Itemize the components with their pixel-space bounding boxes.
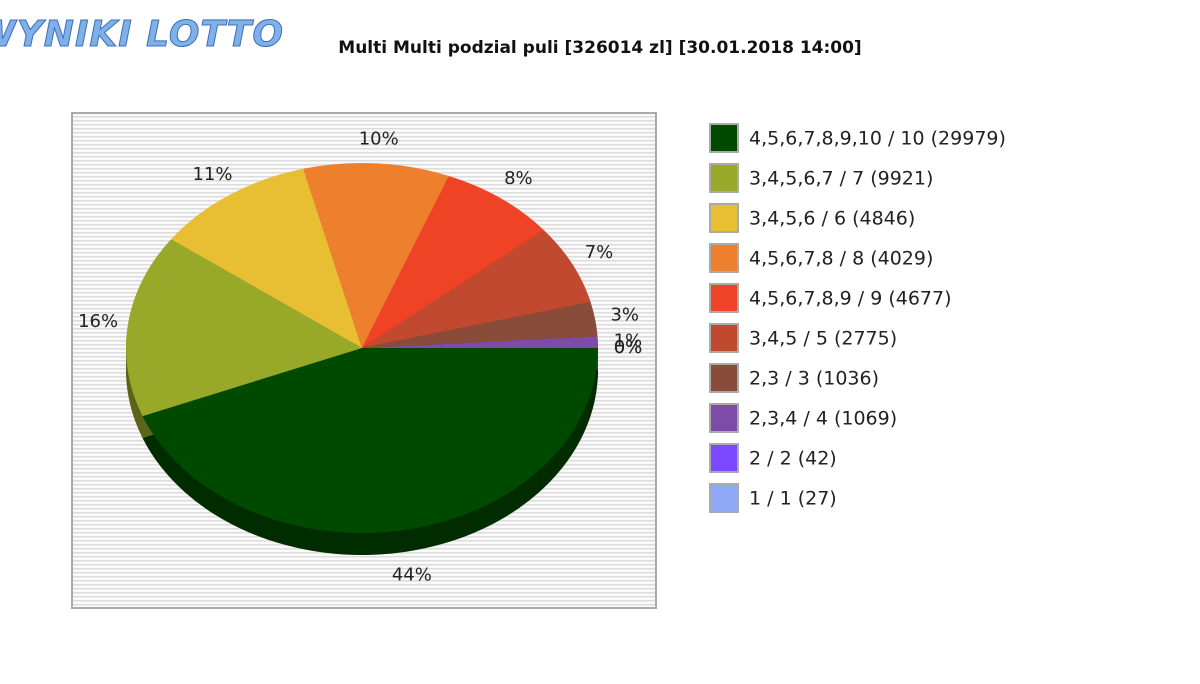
- legend-swatch: [709, 163, 739, 193]
- slice: [303, 163, 449, 348]
- legend-swatch: [709, 243, 739, 273]
- legend-swatch: [709, 123, 739, 153]
- legend-swatch: [709, 363, 739, 393]
- legend-label: 3,4,5 / 5 (2775): [749, 328, 897, 350]
- slice: [126, 239, 363, 417]
- legend-label: 2,3 / 3 (1036): [749, 368, 879, 390]
- slice: [362, 301, 598, 348]
- slice: [362, 230, 591, 348]
- legend-swatch: [709, 443, 739, 473]
- slice: [362, 175, 544, 348]
- legend-label: 3,4,5,6,7 / 7 (9921): [749, 168, 933, 190]
- slice: [171, 168, 362, 348]
- slice-label: 1%: [614, 330, 643, 351]
- legend-label: 4,5,6,7,8 / 8 (4029): [749, 248, 933, 270]
- legend-swatch: [709, 403, 739, 433]
- slice-label: 11%: [192, 164, 232, 185]
- slice-label: 7%: [585, 242, 614, 263]
- legend-label: 4,5,6,7,8,9,10 / 10 (29979): [749, 128, 1006, 150]
- legend-swatch: [709, 203, 739, 233]
- slice-label: 8%: [504, 168, 533, 189]
- logo: WYNIKI LOTTO: [0, 14, 284, 55]
- legend-swatch: [709, 323, 739, 353]
- legend-label: 3,4,5,6 / 6 (4846): [749, 208, 915, 230]
- slice-label: 3%: [610, 304, 639, 325]
- slice-label: 0%: [614, 337, 643, 358]
- chart-title: Multi Multi podzial puli [326014 zl] [30…: [338, 38, 861, 58]
- legend-label: 2,3,4 / 4 (1069): [749, 408, 897, 430]
- legend-label: 2 / 2 (42): [749, 448, 837, 470]
- legend-label: 1 / 1 (27): [749, 488, 837, 510]
- slice-label: 16%: [78, 311, 118, 332]
- legend-label: 4,5,6,7,8,9 / 9 (4677): [749, 288, 952, 310]
- slice: [362, 336, 598, 348]
- legend-swatch: [709, 483, 739, 513]
- slice-label: 44%: [392, 564, 432, 585]
- slice-label: 0%: [614, 337, 643, 358]
- slice-label: 10%: [359, 128, 399, 149]
- legend-swatch: [709, 283, 739, 313]
- slice: [142, 348, 598, 533]
